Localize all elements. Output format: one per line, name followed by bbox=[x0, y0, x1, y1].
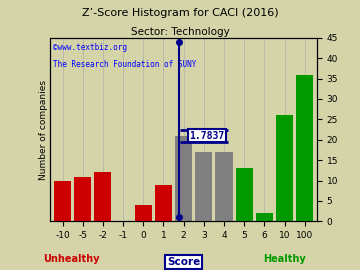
Bar bbox=[94, 173, 112, 221]
Bar bbox=[215, 152, 233, 221]
Bar bbox=[74, 177, 91, 221]
Bar bbox=[235, 168, 253, 221]
Bar bbox=[175, 136, 192, 221]
Text: 1.7837: 1.7837 bbox=[189, 131, 225, 141]
Bar bbox=[276, 115, 293, 221]
Text: The Research Foundation of SUNY: The Research Foundation of SUNY bbox=[53, 60, 197, 69]
Bar bbox=[296, 75, 313, 221]
Bar bbox=[135, 205, 152, 221]
Text: ©www.textbiz.org: ©www.textbiz.org bbox=[53, 43, 127, 52]
Text: Sector: Technology: Sector: Technology bbox=[131, 27, 229, 37]
Bar bbox=[54, 181, 71, 221]
Bar bbox=[256, 213, 273, 221]
Text: (574 total): (574 total) bbox=[0, 109, 1, 150]
Y-axis label: Number of companies: Number of companies bbox=[39, 80, 48, 180]
Bar bbox=[155, 185, 172, 221]
X-axis label: Score: Score bbox=[167, 257, 200, 267]
Bar bbox=[195, 152, 212, 221]
Text: Healthy: Healthy bbox=[264, 254, 306, 264]
Text: Z’-Score Histogram for CACI (2016): Z’-Score Histogram for CACI (2016) bbox=[82, 8, 278, 18]
Text: Unhealthy: Unhealthy bbox=[44, 254, 100, 264]
